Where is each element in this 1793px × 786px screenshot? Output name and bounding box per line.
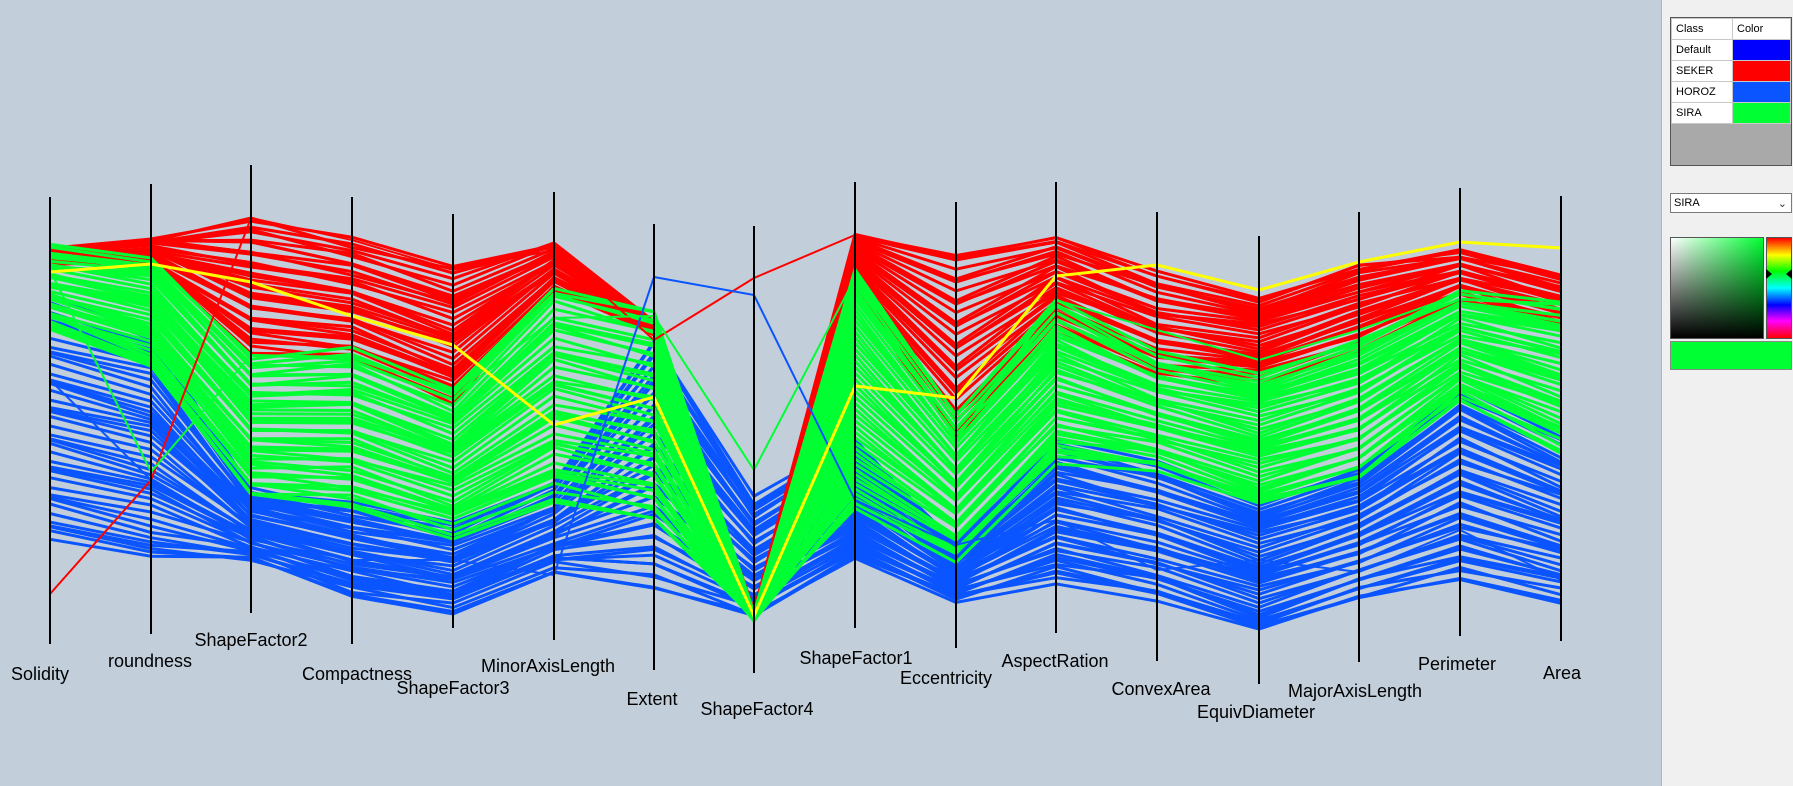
data-polyline xyxy=(49,297,1562,622)
legend-row[interactable]: SIRA xyxy=(1671,102,1791,124)
data-polyline xyxy=(49,276,1562,620)
data-polyline xyxy=(49,327,1562,616)
data-polyline xyxy=(49,537,1562,631)
outlier-polyline xyxy=(49,269,1562,474)
axis-label: Extent xyxy=(626,689,678,709)
parallel-coordinates-plot[interactable]: Solidity roundness ShapeFactor2 Compactness… xyxy=(0,0,1661,786)
data-polyline xyxy=(49,263,1562,618)
axis-label: ConvexArea xyxy=(1111,679,1211,699)
data-polyline xyxy=(49,284,1562,617)
class-dropdown[interactable]: SIRA ⌄ xyxy=(1670,193,1792,213)
hue-marker-left-icon xyxy=(1766,269,1772,279)
legend-row[interactable]: SEKER xyxy=(1671,60,1791,82)
axis-label: ShapeFactor4 xyxy=(700,699,814,719)
side-panel: Class Color Default SEKER HOROZ SIRA SIR… xyxy=(1661,0,1793,786)
data-polyline xyxy=(49,314,1562,619)
legend-row[interactable]: Default xyxy=(1671,39,1791,61)
data-polyline xyxy=(49,325,1562,617)
data-polyline xyxy=(49,259,1562,619)
axis-label: MajorAxisLength xyxy=(1287,681,1423,701)
legend-class-name: SIRA xyxy=(1671,102,1733,124)
selected-color-preview xyxy=(1670,341,1792,370)
axis-label: ShapeFactor2 xyxy=(194,630,308,650)
color-header: Color xyxy=(1732,18,1791,40)
legend-color-swatch[interactable] xyxy=(1732,60,1791,82)
plot-canvas[interactable] xyxy=(0,0,1661,786)
highlighted-polyline[interactable] xyxy=(49,240,1562,620)
saturation-value-picker[interactable] xyxy=(1670,237,1764,339)
legend-row[interactable]: HOROZ xyxy=(1671,81,1791,103)
legend-color-swatch[interactable] xyxy=(1732,102,1791,124)
data-polyline xyxy=(49,275,1562,618)
legend-header: Class Color xyxy=(1671,18,1791,40)
axis-label: Compactness xyxy=(301,664,413,684)
legend-class-name: HOROZ xyxy=(1671,81,1733,103)
class-header: Class xyxy=(1671,18,1733,40)
outlier-polyline xyxy=(49,216,1562,595)
chevron-down-icon: ⌄ xyxy=(1777,198,1787,210)
class-color-legend: Class Color Default SEKER HOROZ SIRA xyxy=(1670,17,1792,166)
axis-label: AspectRation xyxy=(1001,651,1109,671)
legend-color-swatch[interactable] xyxy=(1732,81,1791,103)
data-polyline xyxy=(49,502,1562,620)
axis-label: roundness xyxy=(107,651,193,671)
legend-color-swatch[interactable] xyxy=(1732,39,1791,61)
data-polyline xyxy=(49,493,1562,609)
class-dropdown-value: SIRA xyxy=(1674,197,1700,209)
legend-class-name: Default xyxy=(1671,39,1733,61)
axis-label: ShapeFactor1 xyxy=(799,648,913,668)
axis-label: Eccentricity xyxy=(899,668,993,688)
axis-label: Area xyxy=(1542,663,1582,683)
legend-class-name: SEKER xyxy=(1671,60,1733,82)
data-polyline xyxy=(49,312,1562,616)
hue-marker-right-icon xyxy=(1786,269,1792,279)
hue-slider[interactable] xyxy=(1766,237,1792,339)
axis-label: EquivDiameter xyxy=(1196,702,1316,722)
axis-label: MinorAxisLength xyxy=(480,656,616,676)
data-polyline xyxy=(49,524,1562,626)
series-sira xyxy=(49,242,1562,626)
axis-label: Solidity xyxy=(10,664,70,684)
axis-label: Perimeter xyxy=(1417,654,1497,674)
axis-label: ShapeFactor3 xyxy=(396,678,510,698)
outlier-polyline xyxy=(49,275,1562,581)
